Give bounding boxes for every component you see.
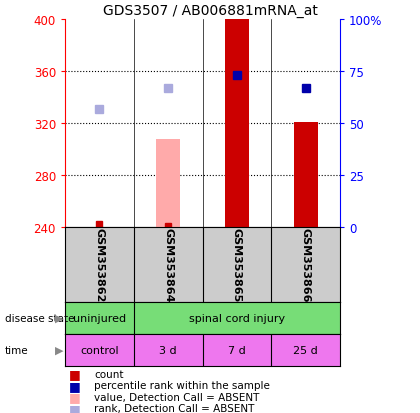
Bar: [294, 122, 318, 228]
Bar: [225, 20, 249, 228]
Text: 3 d: 3 d: [159, 345, 177, 355]
Text: time: time: [5, 345, 29, 355]
Text: rank, Detection Call = ABSENT: rank, Detection Call = ABSENT: [94, 404, 255, 413]
Text: 7 d: 7 d: [228, 345, 246, 355]
Text: ■: ■: [69, 368, 81, 380]
Text: GSM353862: GSM353862: [94, 228, 105, 302]
Text: GSM353864: GSM353864: [163, 228, 173, 302]
Text: percentile rank within the sample: percentile rank within the sample: [94, 380, 270, 390]
Text: GDS3507 / AB006881mRNA_at: GDS3507 / AB006881mRNA_at: [102, 4, 318, 18]
Text: disease state: disease state: [5, 313, 74, 323]
Text: value, Detection Call = ABSENT: value, Detection Call = ABSENT: [94, 392, 260, 402]
Text: spinal cord injury: spinal cord injury: [189, 313, 285, 323]
Text: ■: ■: [69, 379, 81, 392]
Text: control: control: [80, 345, 119, 355]
Text: ■: ■: [69, 402, 81, 413]
Text: ▶: ▶: [55, 345, 63, 355]
Text: ▶: ▶: [55, 313, 63, 323]
Text: 25 d: 25 d: [293, 345, 318, 355]
Text: ■: ■: [69, 390, 81, 404]
Text: GSM353866: GSM353866: [301, 228, 311, 302]
Text: uninjured: uninjured: [73, 313, 126, 323]
Text: count: count: [94, 369, 124, 379]
Bar: [156, 139, 180, 228]
Text: GSM353865: GSM353865: [232, 228, 242, 302]
